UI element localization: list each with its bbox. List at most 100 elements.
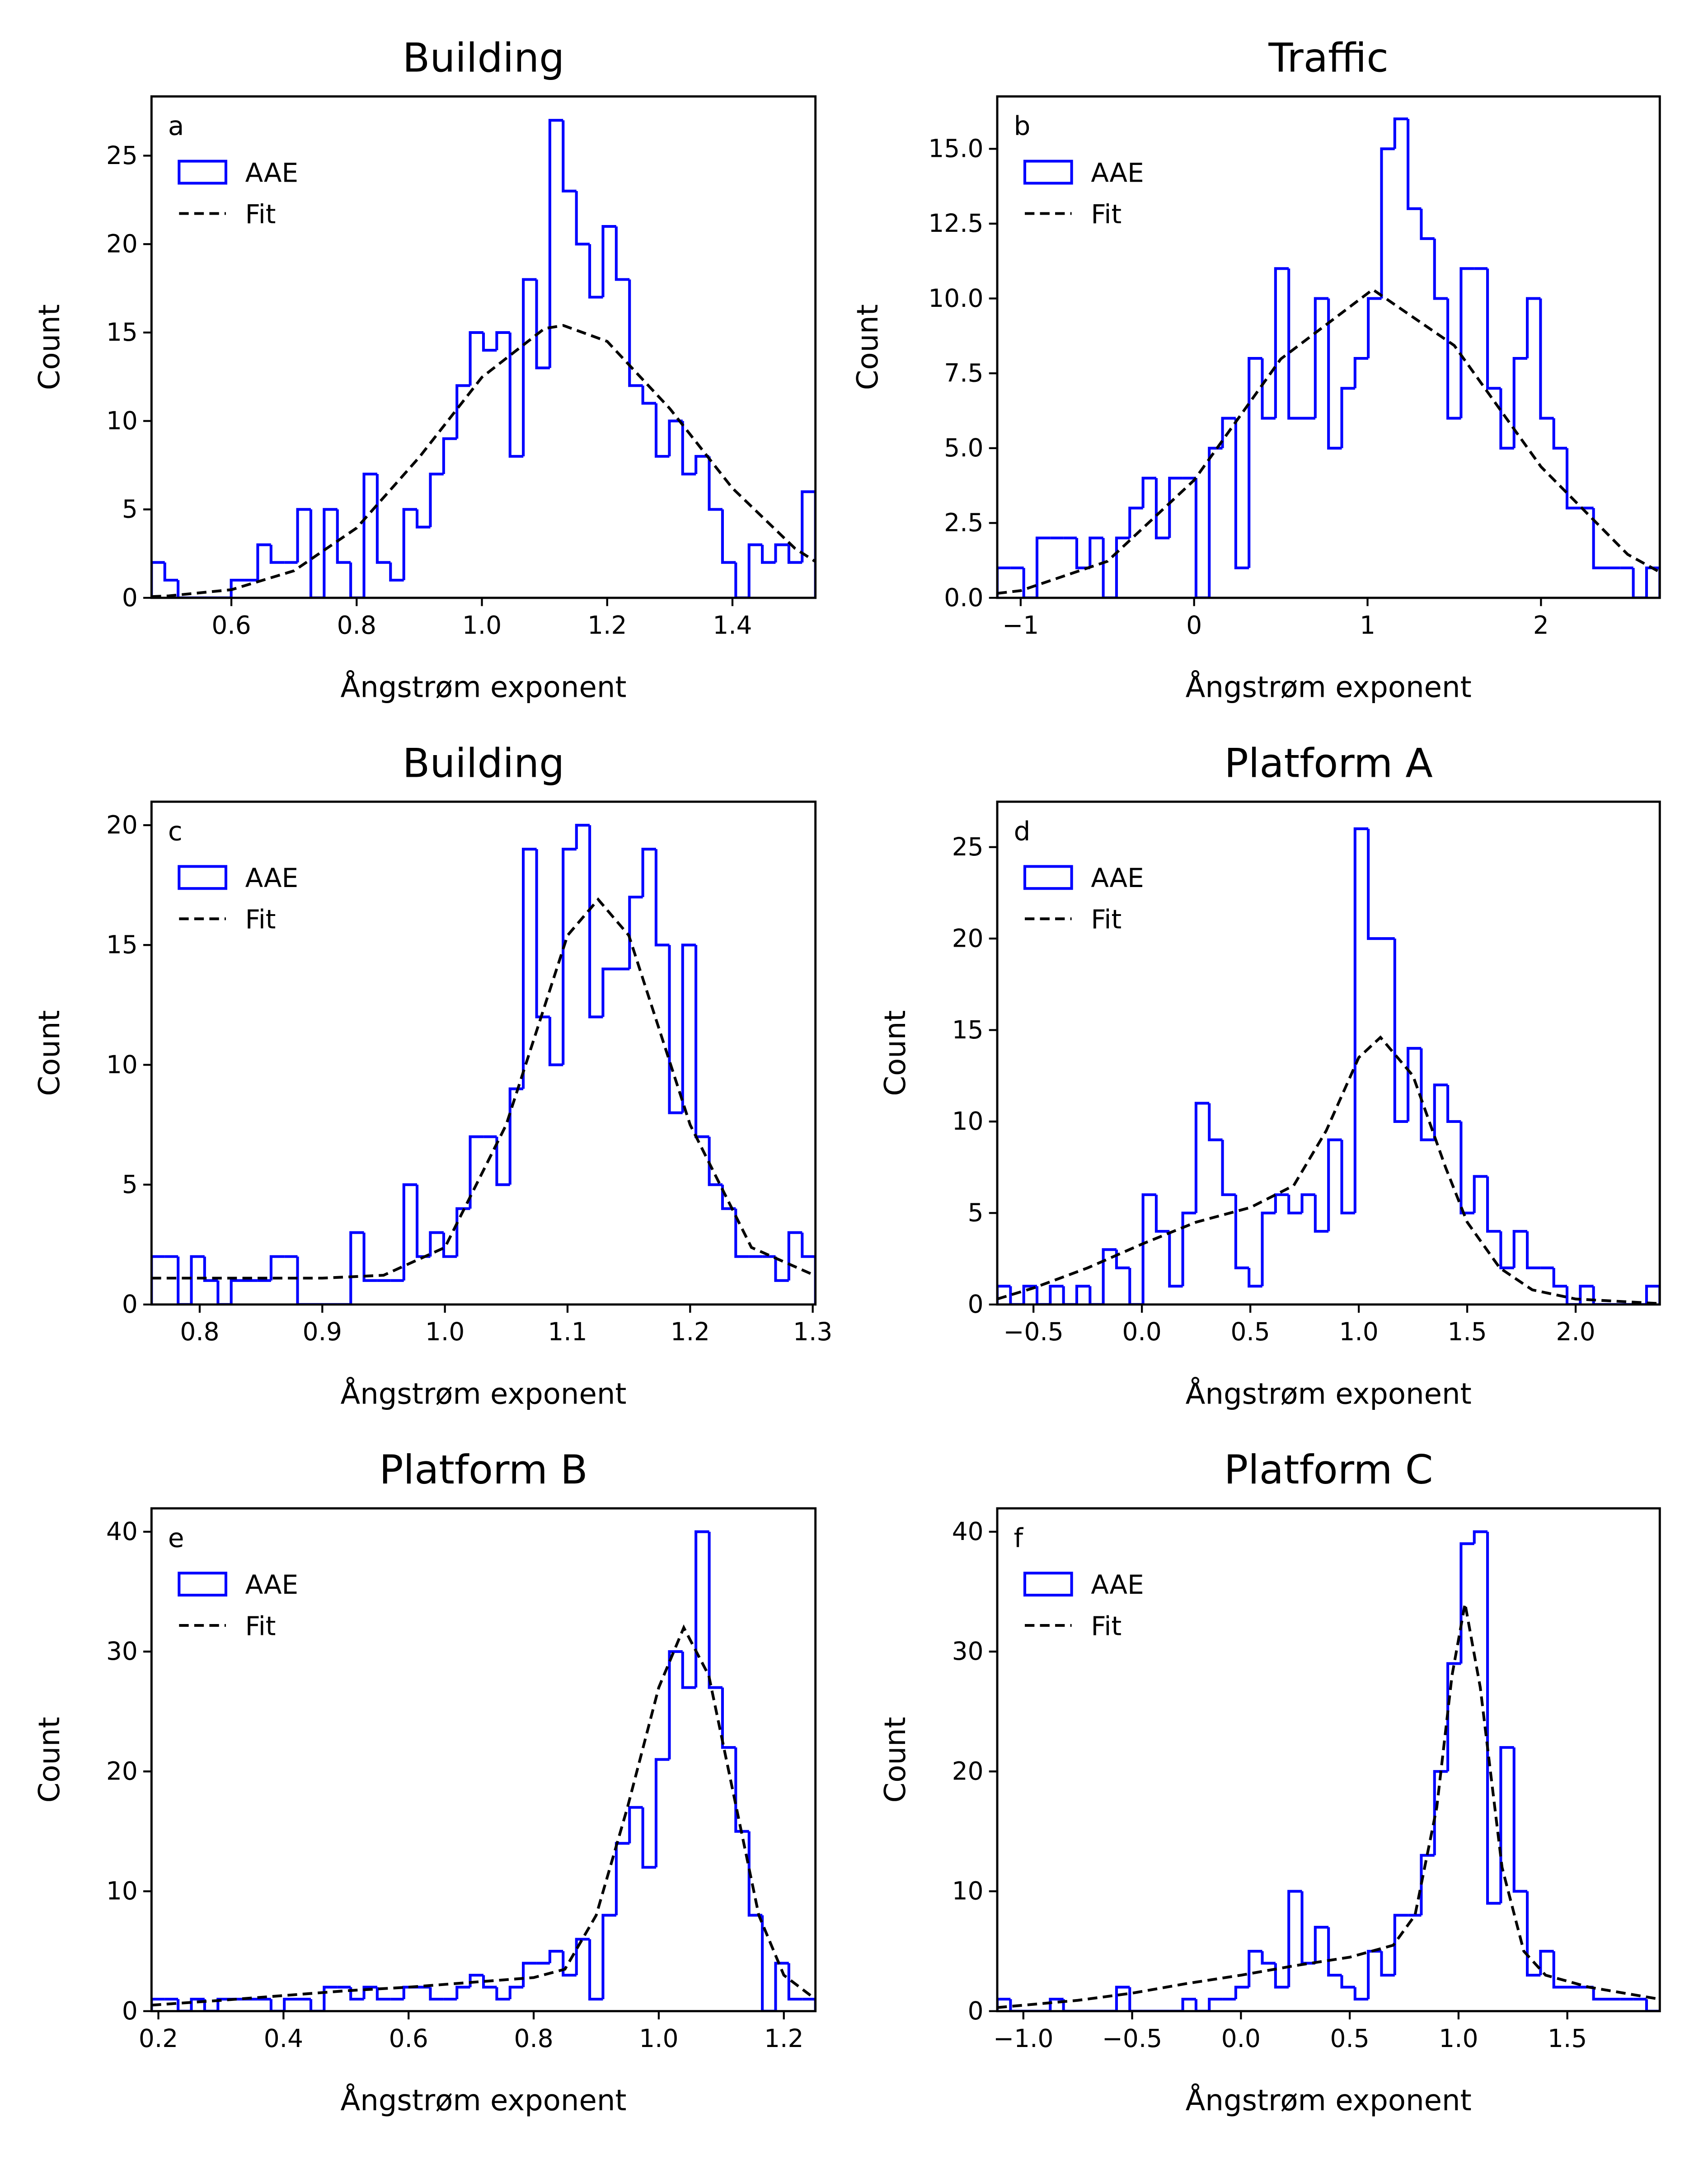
panel: Traffic b 0.0 2.5 5.0 7.5 10.0 12.5 15.0 −1 0 1 2 Ång… <box>851 35 1661 704</box>
x-tick-label: 0.6 <box>389 2024 428 2053</box>
axes-frame <box>996 800 1661 1306</box>
histogram-step <box>269 1999 285 2011</box>
histogram-step <box>694 455 709 474</box>
histogram-step <box>256 543 271 580</box>
histogram-step <box>708 456 723 511</box>
histogram-step <box>1102 538 1117 598</box>
histogram-step <box>1261 1211 1276 1286</box>
legend-label: Fit <box>1091 1610 1121 1641</box>
histogram-step <box>230 1279 245 1305</box>
histogram-step <box>1154 1194 1170 1233</box>
histogram-step <box>747 543 763 598</box>
histogram-step <box>575 1938 590 1976</box>
histogram-step <box>575 824 590 850</box>
histogram-step <box>349 1231 364 1305</box>
y-tick-label: 15 <box>952 1015 984 1044</box>
histogram-step <box>1486 1176 1501 1233</box>
y-tick-label: 15.0 <box>928 134 983 163</box>
histogram-step <box>997 566 1011 598</box>
histogram-step <box>1367 1949 1382 2000</box>
histogram-step <box>654 849 670 947</box>
histogram-step <box>1248 1949 1262 1987</box>
histogram-step <box>668 419 683 456</box>
histogram-step <box>562 848 577 1065</box>
histogram-step <box>628 1806 643 1844</box>
histogram-step <box>668 945 683 1114</box>
histogram-step <box>429 1987 444 2001</box>
histogram-step <box>601 967 616 1017</box>
histogram-step <box>269 545 285 564</box>
histogram-step <box>402 1183 418 1281</box>
histogram-step <box>1407 1047 1422 1122</box>
histogram-step <box>1208 1103 1223 1141</box>
x-tick-label: 1.5 <box>1447 1317 1487 1346</box>
histogram-step <box>1446 298 1461 420</box>
x-tick-label: 0.0 <box>1122 1317 1162 1346</box>
histogram-step <box>1115 1249 1130 1269</box>
histogram-step <box>177 1999 192 2011</box>
histogram-step <box>429 1231 444 1257</box>
histogram-step <box>1115 1986 1130 2011</box>
histogram-step <box>1499 1231 1514 1269</box>
y-tick-label: 25 <box>106 141 138 170</box>
legend-label: AAE <box>245 863 298 893</box>
histogram-step <box>1287 1890 1302 1987</box>
x-tick-label: 0.8 <box>180 1317 219 1346</box>
y-tick-label: 10 <box>106 1877 138 1906</box>
legend-label: Fit <box>1091 199 1121 230</box>
legend-swatch <box>178 865 227 890</box>
histogram-step <box>535 849 550 1019</box>
histogram-step <box>1154 478 1170 540</box>
y-tick-label: 0 <box>122 1996 138 2025</box>
histogram-step <box>1141 1193 1156 1305</box>
histogram-step <box>1459 1121 1474 1215</box>
histogram-step <box>151 1255 165 1305</box>
histogram-step <box>1168 476 1183 538</box>
legend-label: AAE <box>245 157 298 188</box>
x-tick-label: 1.2 <box>587 610 627 639</box>
panel-label: a <box>168 111 184 141</box>
legend-label: AAE <box>1091 863 1144 893</box>
histogram-step <box>216 1998 231 2011</box>
histogram-step <box>455 384 470 439</box>
histogram-step <box>296 1256 311 1305</box>
y-tick-label: 10 <box>106 1050 138 1079</box>
histogram-step <box>1141 476 1156 508</box>
legend-swatch <box>1023 865 1073 890</box>
histogram-step <box>1022 1285 1037 1305</box>
histogram-step <box>190 1255 205 1305</box>
histogram-step <box>774 543 789 563</box>
histogram-step <box>269 1255 285 1281</box>
histogram-step <box>469 331 483 386</box>
chart-title: Platform A <box>1224 740 1432 786</box>
axes-frame <box>150 95 817 599</box>
histogram-step <box>323 508 338 598</box>
histogram-step <box>1645 1999 1660 2011</box>
histogram-step <box>1062 1999 1077 2011</box>
histogram-step <box>1009 1999 1024 2011</box>
histogram-step <box>177 580 192 598</box>
histogram-step <box>1446 1084 1461 1123</box>
histogram-step <box>1393 1914 1408 1976</box>
histogram-step <box>1632 568 1647 598</box>
histogram-step <box>402 1986 418 2000</box>
histogram-step <box>1433 1083 1448 1140</box>
histogram-step <box>787 1963 802 2001</box>
x-tick-label: −1 <box>1002 610 1039 639</box>
histogram-step <box>442 437 457 474</box>
histogram-step <box>1340 387 1355 448</box>
histogram-step <box>1367 829 1382 940</box>
histogram-step <box>708 1136 723 1186</box>
plot-area <box>151 824 816 1305</box>
y-tick-label: 2.5 <box>944 508 983 537</box>
histogram-step <box>521 848 537 1089</box>
y-tick-label: 5 <box>968 1198 984 1227</box>
x-tick-label: −0.5 <box>1102 2024 1162 2053</box>
histogram-step <box>416 509 431 529</box>
x-tick-label: 1.0 <box>639 2024 678 2053</box>
histogram-step <box>588 244 603 299</box>
histogram-step <box>721 509 736 564</box>
histogram-step <box>628 896 643 969</box>
histogram-step <box>1433 1770 1448 1855</box>
